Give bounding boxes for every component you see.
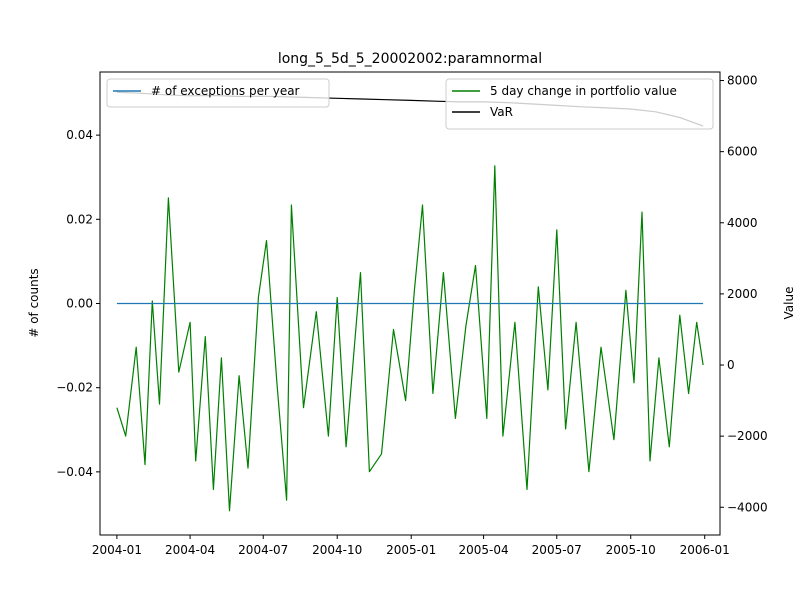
right-y-tick-label: 2000 [727,287,758,301]
right-y-tick-label: 8000 [727,74,758,88]
left-y-tick-label: −0.04 [56,465,93,479]
x-tick-label: 2005-04 [459,543,509,557]
series-line-5-day-change-in-portfolio-value [116,165,704,512]
left-y-tick-label: 0.02 [66,212,93,226]
legend-right: 5 day change in portfolio value VaR [445,78,714,130]
left-y-tick-label: 0.00 [66,297,93,311]
plot-area [99,71,721,536]
left-y-axis-label: # of counts [27,268,41,337]
x-tick-label: 2006-01 [680,543,730,557]
legend-left: # of exceptions per year [106,78,330,108]
legend-label: VaR [490,105,513,119]
x-tick-label: 2005-01 [386,543,436,557]
right-y-tick-label: 0 [727,358,735,372]
chart-title: long_5_5d_5_20002002:paramnormal [278,51,542,67]
legend-box [445,78,714,130]
x-tick-label: 2004-04 [165,543,215,557]
x-tick-label: 2005-10 [606,543,656,557]
x-tick-label: 2005-07 [532,543,582,557]
right-y-axis: −4000 −2000 0 2000 4000 6000 8000 [720,74,768,514]
legend-box [106,78,330,108]
right-y-tick-label: −4000 [727,500,768,514]
right-y-tick-label: −2000 [727,429,768,443]
x-axis: 2004-01 2004-04 2004-07 2004-10 2005-01 2005-… [92,535,730,557]
x-tick-label: 2004-07 [238,543,288,557]
x-tick-label: 2004-10 [312,543,362,557]
left-y-tick-label: −0.02 [56,381,93,395]
right-y-tick-label: 4000 [727,216,758,230]
left-y-tick-label: 0.04 [66,128,93,142]
x-tick-label: 2004-01 [92,543,142,557]
left-y-axis: −0.04 −0.02 0.00 0.02 0.04 [56,128,100,479]
legend-label: # of exceptions per year [151,84,300,98]
right-y-tick-label: 6000 [727,145,758,159]
legend-label: 5 day change in portfolio value [490,84,677,98]
right-y-axis-label: Value [782,287,796,320]
